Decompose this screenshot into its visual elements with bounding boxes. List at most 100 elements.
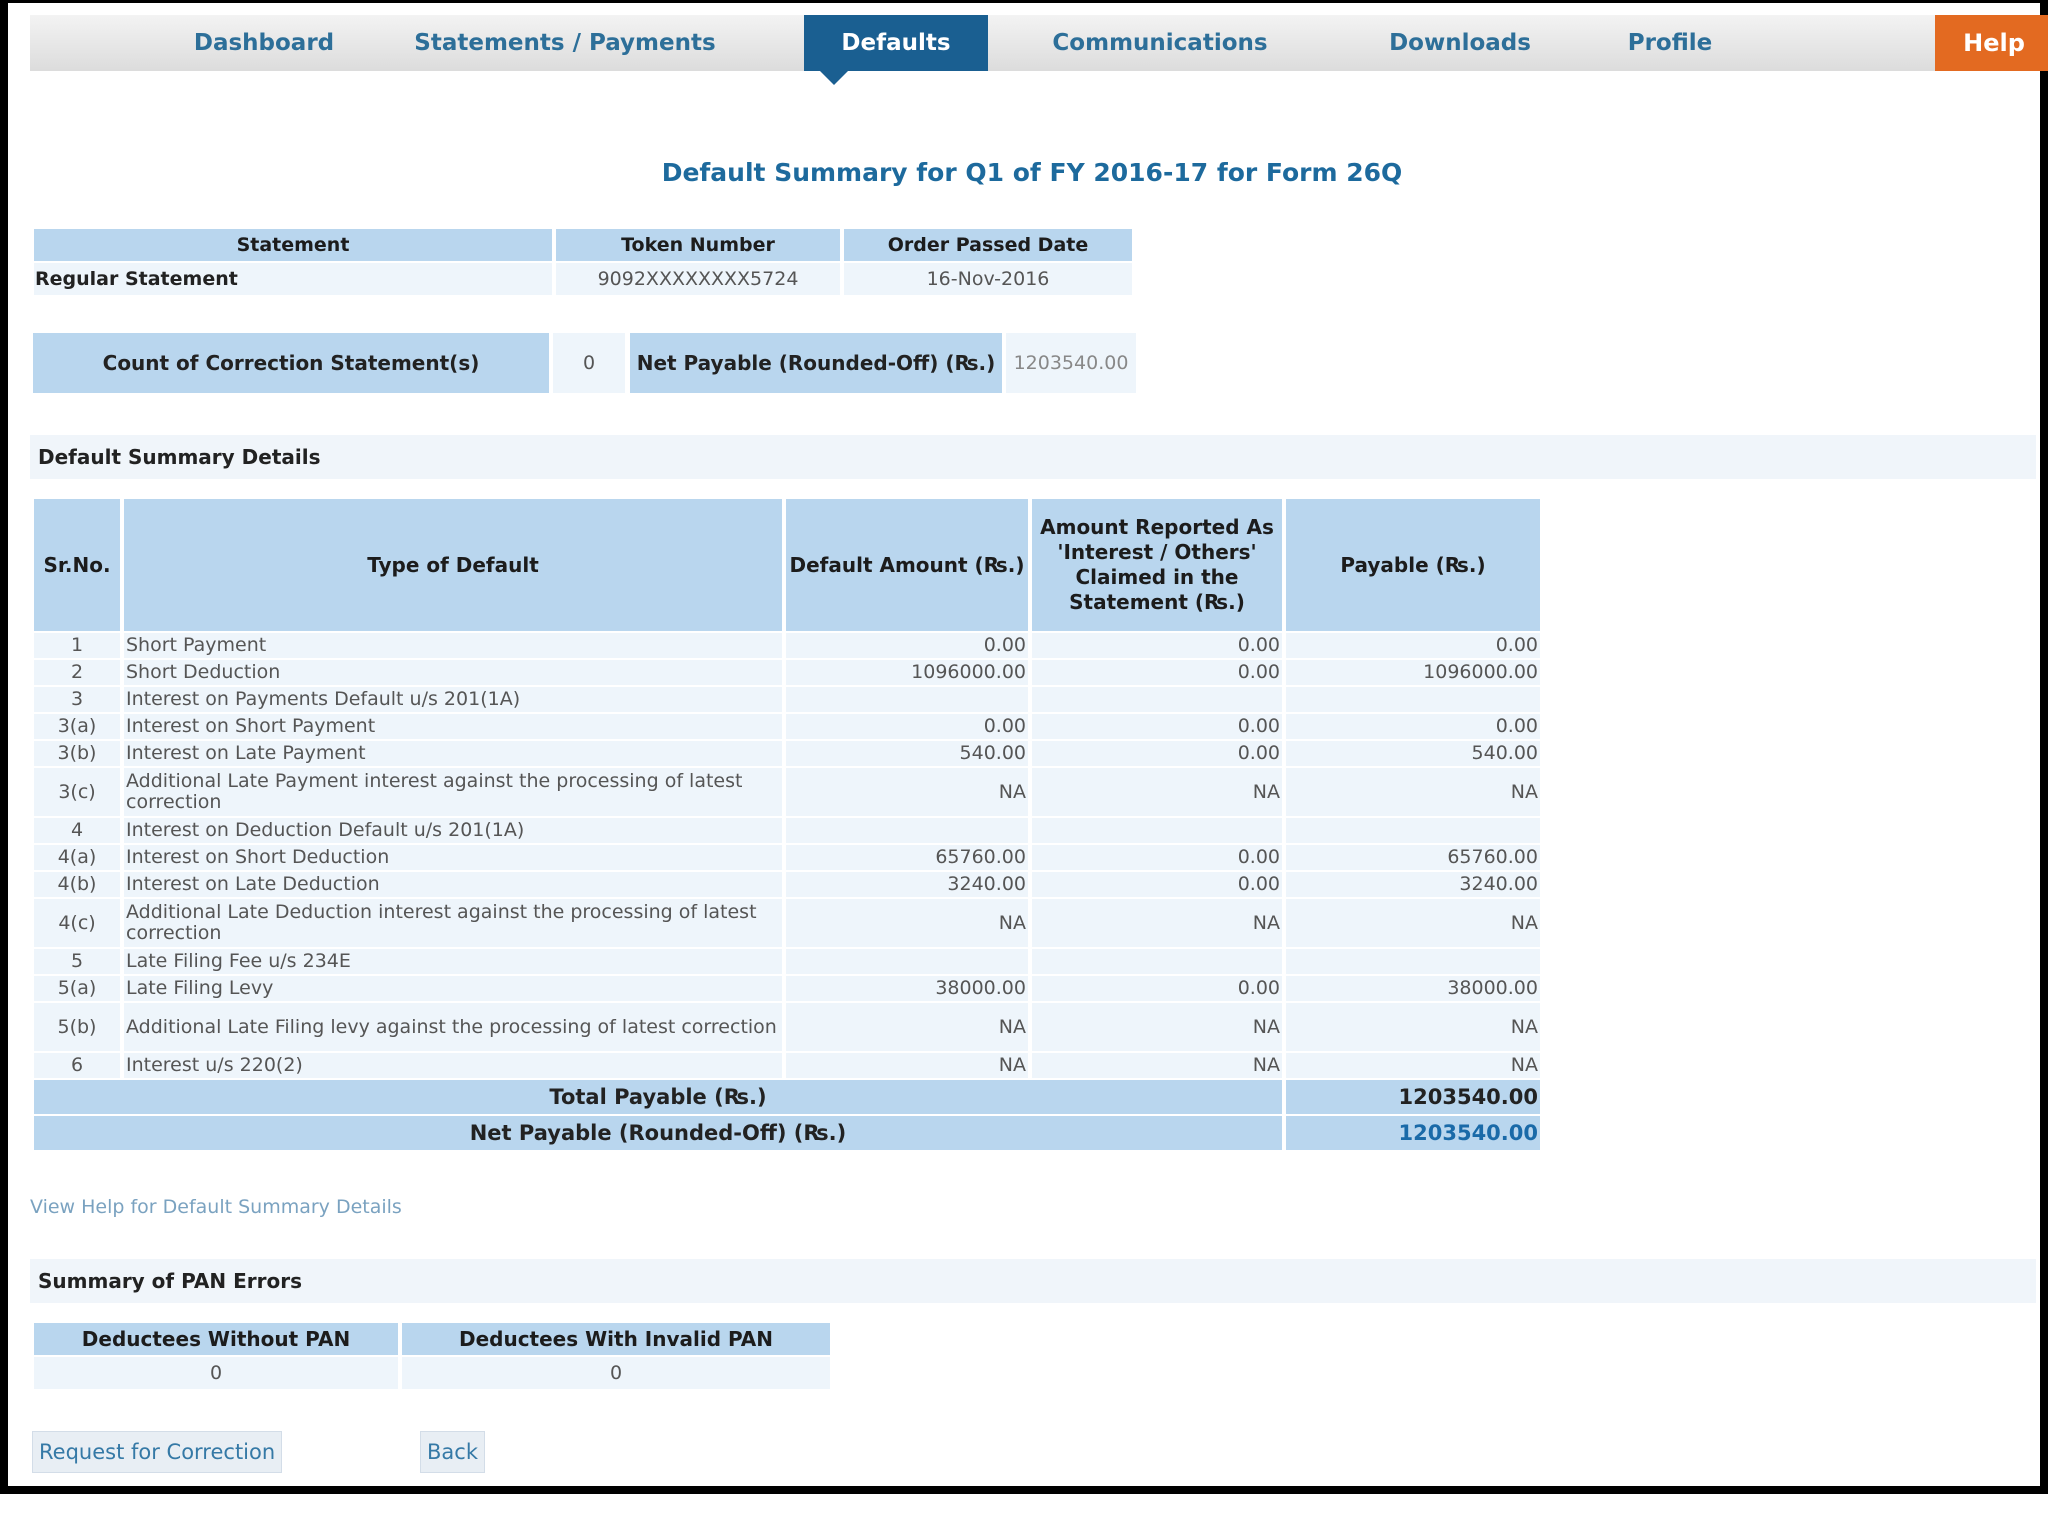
without-pan-header: Deductees Without PAN xyxy=(34,1323,398,1355)
tab-profile[interactable]: Profile xyxy=(1627,30,1713,56)
row-payable: NA xyxy=(1286,1053,1540,1078)
table-row: 3(c) Additional Late Payment interest aga… xyxy=(34,768,1540,816)
row-type-of-default: Short Deduction xyxy=(124,660,782,685)
row-default-amount: 1096000.00 xyxy=(786,660,1028,685)
table-row: 3(a) Interest on Short Payment 0.00 0.00 0.0… xyxy=(34,714,1540,739)
table-row: 4 Interest on Deduction Default u/s 201(1… xyxy=(34,818,1540,843)
row-amount-reported: NA xyxy=(1032,899,1282,947)
table-row: 2 Short Deduction 1096000.00 0.00 1096000.00 xyxy=(34,660,1540,685)
table-row: 3(b) Interest on Late Payment 540.00 0.00 54… xyxy=(34,741,1540,766)
row-default-amount: 0.00 xyxy=(786,633,1028,658)
row-payable: 38000.00 xyxy=(1286,976,1540,1001)
page-bottom-margin xyxy=(0,1494,2048,1536)
page-frame: Dashboard Statements / Payments Defaults… xyxy=(0,0,2048,1494)
row-sr-no: 4(c) xyxy=(34,899,120,947)
tab-dashboard[interactable]: Dashboard xyxy=(193,30,335,56)
row-sr-no: 3(b) xyxy=(34,741,120,766)
row-payable: NA xyxy=(1286,1003,1540,1051)
row-sr-no: 4(a) xyxy=(34,845,120,870)
row-payable xyxy=(1286,818,1540,843)
correction-count-label: Count of Correction Statement(s) xyxy=(33,333,549,393)
col-payable: Payable (₨.) xyxy=(1286,499,1540,631)
row-amount-reported: 0.00 xyxy=(1032,633,1282,658)
table-row: 6 Interest u/s 220(2) NA NA NA xyxy=(34,1053,1540,1078)
row-sr-no: 6 xyxy=(34,1053,120,1078)
row-payable: NA xyxy=(1286,768,1540,816)
token-number-header: Token Number xyxy=(556,229,840,261)
tab-communications[interactable]: Communications xyxy=(1052,30,1268,56)
total-payable-value: 1203540.00 xyxy=(1286,1080,1540,1114)
table-row: 5(a) Late Filing Levy 38000.00 0.00 38000.00 xyxy=(34,976,1540,1001)
row-default-amount: NA xyxy=(786,1003,1028,1051)
row-amount-reported: 0.00 xyxy=(1032,872,1282,897)
back-button[interactable]: Back xyxy=(420,1431,485,1473)
row-payable xyxy=(1286,949,1540,974)
row-sr-no: 5 xyxy=(34,949,120,974)
row-type-of-default: Late Filing Fee u/s 234E xyxy=(124,949,782,974)
row-payable: 1096000.00 xyxy=(1286,660,1540,685)
table-row: 4(b) Interest on Late Deduction 3240.00 0.0… xyxy=(34,872,1540,897)
net-payable-value: 1203540.00 xyxy=(1006,333,1136,393)
row-amount-reported: 0.00 xyxy=(1032,741,1282,766)
top-nav: Dashboard Statements / Payments Defaults… xyxy=(30,15,2048,85)
row-amount-reported: NA xyxy=(1032,1053,1282,1078)
row-sr-no: 3(c) xyxy=(34,768,120,816)
row-type-of-default: Interest on Deduction Default u/s 201(1A… xyxy=(124,818,782,843)
row-type-of-default: Additional Late Filing levy against the … xyxy=(124,1003,782,1051)
row-type-of-default: Interest on Late Deduction xyxy=(124,872,782,897)
table-row: 3 Interest on Payments Default u/s 201(1A… xyxy=(34,687,1540,712)
table-row: 1 Short Payment 0.00 0.00 0.00 xyxy=(34,633,1540,658)
invalid-pan-header: Deductees With Invalid PAN xyxy=(402,1323,830,1355)
row-sr-no: 4 xyxy=(34,818,120,843)
col-type-of-default: Type of Default xyxy=(124,499,782,631)
row-amount-reported: 0.00 xyxy=(1032,714,1282,739)
row-default-amount: 65760.00 xyxy=(786,845,1028,870)
row-default-amount: NA xyxy=(786,768,1028,816)
row-sr-no: 5(b) xyxy=(34,1003,120,1051)
default-summary-heading: Default Summary Details xyxy=(30,435,2036,479)
default-summary-table: Sr.No. Type of Default Default Amount (₨… xyxy=(30,497,1544,1152)
row-amount-reported: NA xyxy=(1032,1003,1282,1051)
help-button[interactable]: Help xyxy=(1935,15,2048,71)
table-row: 5(b) Additional Late Filing levy against … xyxy=(34,1003,1540,1051)
net-payable-label: Net Payable (Rounded-Off) (₨.) xyxy=(630,333,1002,393)
pan-errors-heading: Summary of PAN Errors xyxy=(30,1259,2036,1303)
default-summary-body: 1 Short Payment 0.00 0.00 0.00 2 Short Deducti… xyxy=(34,633,1540,1078)
default-summary-help-link[interactable]: View Help for Default Summary Details xyxy=(30,1196,402,1218)
row-payable: 65760.00 xyxy=(1286,845,1540,870)
row-payable: 0.00 xyxy=(1286,633,1540,658)
row-payable xyxy=(1286,687,1540,712)
row-default-amount xyxy=(786,818,1028,843)
without-pan-count: 0 xyxy=(34,1357,398,1389)
row-amount-reported: NA xyxy=(1032,768,1282,816)
tab-downloads[interactable]: Downloads xyxy=(1389,30,1531,56)
row-default-amount: 3240.00 xyxy=(786,872,1028,897)
request-correction-button[interactable]: Request for Correction xyxy=(32,1431,283,1473)
correction-count-value: 0 xyxy=(553,333,625,393)
row-type-of-default: Additional Late Payment interest against… xyxy=(124,768,782,816)
table-row: 4(c) Additional Late Deduction interest a… xyxy=(34,899,1540,947)
row-amount-reported xyxy=(1032,687,1282,712)
row-sr-no: 3 xyxy=(34,687,120,712)
tab-defaults[interactable]: Defaults xyxy=(804,15,988,85)
page-title: Default Summary for Q1 of FY 2016-17 for… xyxy=(661,158,1403,187)
statement-type: Regular Statement xyxy=(34,263,552,295)
row-default-amount xyxy=(786,687,1028,712)
row-payable: 540.00 xyxy=(1286,741,1540,766)
row-type-of-default: Interest on Short Deduction xyxy=(124,845,782,870)
row-default-amount: 38000.00 xyxy=(786,976,1028,1001)
row-default-amount: NA xyxy=(786,899,1028,947)
order-date-header: Order Passed Date xyxy=(844,229,1132,261)
row-type-of-default: Late Filing Levy xyxy=(124,976,782,1001)
row-payable: NA xyxy=(1286,899,1540,947)
col-default-amount: Default Amount (₨.) xyxy=(786,499,1028,631)
tab-statements-payments[interactable]: Statements / Payments xyxy=(414,30,716,56)
row-default-amount: 540.00 xyxy=(786,741,1028,766)
col-amount-reported: Amount Reported As 'Interest / Others' C… xyxy=(1032,499,1282,631)
row-amount-reported: 0.00 xyxy=(1032,976,1282,1001)
table-row: 4(a) Interest on Short Deduction 65760.00 0… xyxy=(34,845,1540,870)
active-tab-pointer xyxy=(820,71,848,85)
row-default-amount xyxy=(786,949,1028,974)
row-amount-reported xyxy=(1032,949,1282,974)
net-payable-rounded-label: Net Payable (Rounded-Off) (₨.) xyxy=(34,1116,1282,1150)
